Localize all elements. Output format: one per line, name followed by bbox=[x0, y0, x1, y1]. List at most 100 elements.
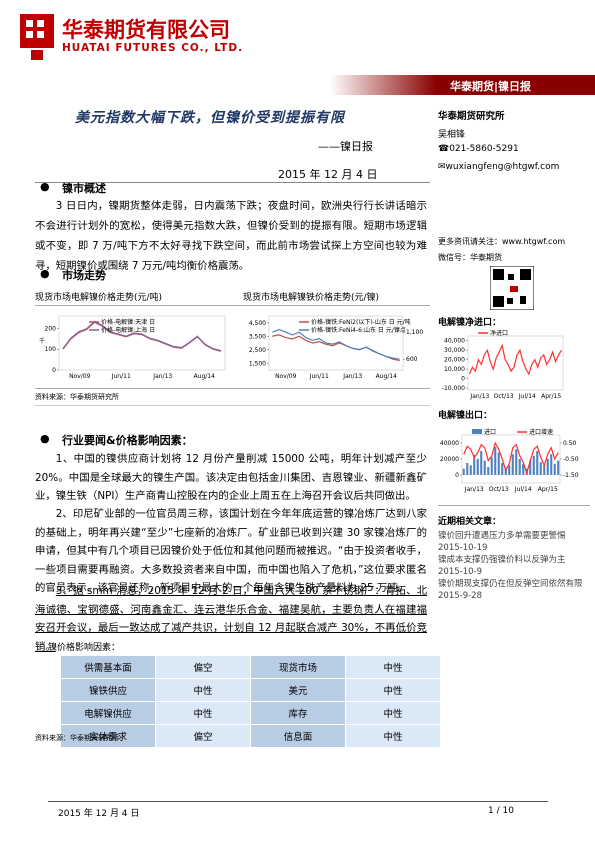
table-caption: 镍价格影响因素： bbox=[48, 643, 121, 653]
source: 资料来源：华泰期货研究所 bbox=[35, 734, 119, 742]
x-tick-label: Apr/15 bbox=[538, 486, 558, 493]
y-tick-label: -10,000 bbox=[442, 385, 465, 392]
company: 华泰期货有限公司 bbox=[62, 18, 230, 42]
y-tick-label: 30,000 bbox=[444, 347, 465, 354]
x-tick-label: Jan/13 bbox=[464, 486, 484, 493]
bar bbox=[462, 468, 465, 475]
bullet: ● bbox=[40, 180, 50, 193]
bar bbox=[532, 455, 535, 475]
table-cell: 中性 bbox=[345, 724, 441, 748]
table-cell: 中性 bbox=[155, 678, 251, 702]
plot-area bbox=[268, 315, 404, 371]
band-text: 华泰期货|镍日报 bbox=[450, 80, 532, 93]
x-tick-label: Jun/11 bbox=[309, 373, 329, 380]
bar bbox=[543, 465, 546, 475]
table: 供需基本面 偏空 现货市场 中性 镍铁供应 中性 美元 中性 电解镍供应 中性 库存 中性 实体需求 偏空… bbox=[60, 655, 441, 748]
y-tick-label: 1,500 bbox=[249, 360, 266, 367]
x-tick-label: Nov/09 bbox=[69, 373, 91, 380]
legend-swatch bbox=[472, 429, 482, 434]
bar bbox=[487, 467, 490, 475]
y-tick-label: 40,000 bbox=[444, 338, 465, 345]
x-tick-label: Jan/13 bbox=[469, 393, 489, 400]
table-row: 实体需求 偏空 信息面 中性 bbox=[60, 724, 441, 748]
table-cell: 偏空 bbox=[155, 724, 251, 748]
y-tick-label: 20000 bbox=[440, 456, 459, 463]
y2-tick-label: -0.50 bbox=[563, 456, 579, 463]
bar bbox=[494, 447, 497, 475]
axis-label: 千 bbox=[39, 337, 45, 345]
rule bbox=[35, 305, 430, 306]
bullet: ● bbox=[40, 267, 50, 280]
legend-label: 净进口 bbox=[490, 330, 508, 337]
x-tick-label: Nov/09 bbox=[275, 373, 297, 380]
bar bbox=[497, 452, 500, 475]
footer-date: 2015 年 12 月 4 日 bbox=[58, 809, 140, 819]
bar bbox=[511, 454, 514, 475]
title: 美元指数大幅下跌，但镍价受到提振有限 bbox=[75, 110, 345, 126]
bar bbox=[473, 455, 476, 475]
qr-code bbox=[490, 266, 534, 310]
legend-label: 价格-电解镍:天津 日 bbox=[101, 318, 155, 326]
x-tick-label: Aug/14 bbox=[194, 373, 216, 380]
table-cell: 电解镍供应 bbox=[60, 701, 156, 725]
news-item: 1、中国的镍供应商计划将 12 月份产量削减 15000 公吨，明年计划减产至少… bbox=[35, 453, 427, 502]
table-row: 镍铁供应 中性 美元 中性 bbox=[60, 678, 441, 702]
y-tick-label: 4,500 bbox=[249, 320, 266, 327]
bar bbox=[550, 454, 553, 475]
chart: 0 20000 40000 0.50 -0.50 -1.50 Jan/13 Oct/13 Jul… bbox=[440, 428, 579, 493]
table-cell: 供需基本面 bbox=[60, 655, 156, 679]
bar bbox=[518, 459, 521, 475]
x-tick-label: Jul/14 bbox=[514, 486, 532, 493]
legend-label: 价格-镍铁:FeNi4-6:山东 日 元/镍点 bbox=[311, 326, 406, 334]
article-date: 2015-10-9 bbox=[438, 567, 482, 577]
x-tick-label: Jun/11 bbox=[111, 373, 131, 380]
legend-label: 价格-电解镍:上海 日 bbox=[101, 326, 155, 334]
y-tick-label: 40000 bbox=[440, 440, 459, 447]
table-row: 供需基本面 偏空 现货市场 中性 bbox=[60, 655, 441, 679]
y-tick-label: 0 bbox=[455, 472, 459, 479]
x-tick-label: Oct/13 bbox=[494, 393, 514, 400]
bar bbox=[553, 463, 556, 475]
bar bbox=[480, 451, 483, 475]
plot-area bbox=[58, 315, 226, 371]
x-tick-label: Jan/13 bbox=[152, 373, 172, 380]
bar bbox=[536, 451, 539, 475]
table-cell: 美元 bbox=[250, 678, 346, 702]
news-item: 2、印尼矿业部的一位官员周三称，该国计划在今年年底运营的镍冶炼厂达到八家的基础上… bbox=[35, 508, 427, 594]
line bbox=[272, 328, 400, 360]
y2-tick-label: -1.50 bbox=[563, 472, 579, 479]
news-item: 3、据 smm 消息，2015 年 12 月 2 日，中国六大 200 系不锈钢… bbox=[35, 585, 427, 653]
bar bbox=[546, 459, 549, 475]
table-row: 电解镍供应 中性 库存 中性 bbox=[60, 701, 441, 725]
y2-tick-label: 0.50 bbox=[563, 440, 577, 447]
bar bbox=[529, 460, 532, 475]
heading: 市场走势 bbox=[62, 269, 106, 282]
article-date: 2015-10-19 bbox=[438, 543, 488, 553]
x-tick-label: Jul/14 bbox=[518, 393, 536, 400]
caption: 现货市场电解镍价格走势(元/吨) bbox=[35, 293, 163, 303]
table-cell: 信息面 bbox=[250, 724, 346, 748]
rule bbox=[438, 505, 590, 506]
heading: 行业要闻&价格影响因素： bbox=[62, 434, 193, 447]
y2-tick-label: 600 bbox=[406, 356, 418, 363]
bar bbox=[501, 463, 504, 475]
bullet: ● bbox=[40, 432, 50, 445]
table-cell: 中性 bbox=[345, 678, 441, 702]
wechat: 微信号：华泰期货 bbox=[438, 253, 502, 262]
email: ✉wuxiangfeng@htgwf.com bbox=[438, 162, 560, 172]
article-title: 镍价回升遭遇压力多单需要更警惕 bbox=[438, 531, 566, 541]
paragraph: 3 日日内，镍期货整体走弱，日内震荡下跌；夜盘时间，欧洲央行行长讲话暗示不会进行… bbox=[35, 200, 427, 272]
legend-label: 进口增速 bbox=[529, 428, 553, 436]
line bbox=[463, 441, 559, 476]
caption: 现货市场电解镍铁价格走势(元/镍) bbox=[243, 293, 380, 303]
band bbox=[330, 75, 595, 95]
heading: 镍市概述 bbox=[62, 182, 106, 195]
y-tick-label: 100 bbox=[45, 346, 57, 353]
y-tick-label: 0 bbox=[461, 376, 465, 383]
company-en: HUATAI FUTURES CO., LTD. bbox=[62, 42, 244, 54]
chart: 1,500 2,500 3,500 4,500 600 1,100 Nov/09 Jun/11… bbox=[249, 315, 423, 380]
x-tick-label: Apr/15 bbox=[541, 393, 561, 400]
bar bbox=[490, 457, 493, 475]
rule bbox=[48, 801, 548, 802]
